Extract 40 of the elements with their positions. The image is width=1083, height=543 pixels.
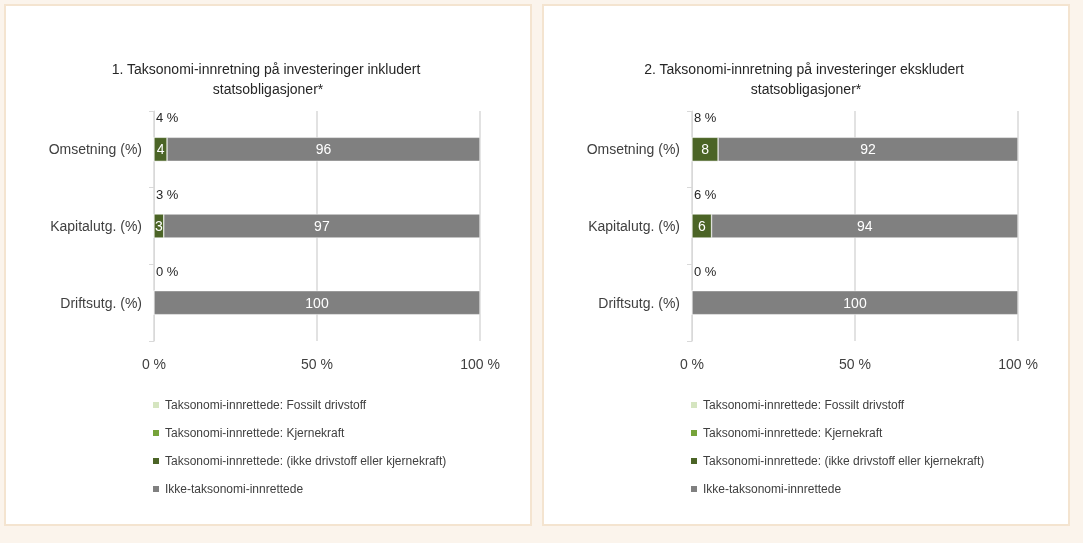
annotation: 3 % xyxy=(156,187,179,202)
y-tick-label: Driftsutg. (%) xyxy=(60,294,142,311)
chart-title: 2. Taksonomi-innretning på investeringer ekskludert statsobligasjoner* xyxy=(644,61,968,97)
legend-label: Taksonomi-innrettede: Kjernekraft xyxy=(165,426,346,440)
legend-label: Taksonomi-innrettede: Kjernekraft xyxy=(703,426,884,440)
legend-label: Taksonomi-innrettede: (ikke drivstoff eller kjernekraft) xyxy=(703,454,985,468)
y-tick-label: Omsetning (%) xyxy=(48,141,142,158)
data-label: 92 xyxy=(860,141,877,158)
data-label: 100 xyxy=(305,294,329,311)
legend-label: Ikke-taksonomi-innrettede xyxy=(703,482,842,496)
annotation: 0 % xyxy=(694,263,717,279)
data-label: 4 xyxy=(156,141,165,158)
y-tick-label: Kapitalutg. (%) xyxy=(50,218,142,234)
bar xyxy=(154,290,480,315)
x-tick-label: 0 % xyxy=(141,356,167,372)
annotation: 0 % xyxy=(156,263,179,279)
x-tick-label: 100 % xyxy=(460,356,500,372)
data-label: 94 xyxy=(856,218,873,234)
legend-label: Taksonomi-innrettede: Fossilt drivstoff xyxy=(165,398,367,412)
annotation: 8 % xyxy=(694,110,717,126)
y-tick-label: Omsetning (%) xyxy=(586,141,680,158)
bar xyxy=(692,290,1018,315)
legend-label: Taksonomi-innrettede: (ikke drivstoff eller kjernekraft) xyxy=(165,454,447,468)
x-tick-label: 0 % xyxy=(679,356,705,372)
annotation: 6 % xyxy=(694,187,717,202)
annotation: 4 % xyxy=(156,110,179,126)
x-tick-label: 50 % xyxy=(839,356,871,372)
x-tick-label: 50 % xyxy=(301,356,333,372)
data-label: 6 xyxy=(697,218,706,234)
data-label: 100 xyxy=(843,294,867,311)
y-tick-label: Kapitalutg. (%) xyxy=(588,218,680,234)
data-label: 8 xyxy=(701,141,710,158)
data-label: 96 xyxy=(315,141,332,158)
legend-label: Taksonomi-innrettede: Fossilt drivstoff xyxy=(703,398,905,412)
data-label: 97 xyxy=(314,218,330,234)
chart-title: 1. Taksonomi-innretning på investeringer inkludert statsobligasjoner* xyxy=(111,61,425,97)
data-label: 3 xyxy=(154,218,163,234)
x-tick-label: 100 % xyxy=(998,356,1038,372)
y-tick-label: Driftsutg. (%) xyxy=(598,294,680,311)
legend-label: Ikke-taksonomi-innrettede xyxy=(165,482,304,496)
